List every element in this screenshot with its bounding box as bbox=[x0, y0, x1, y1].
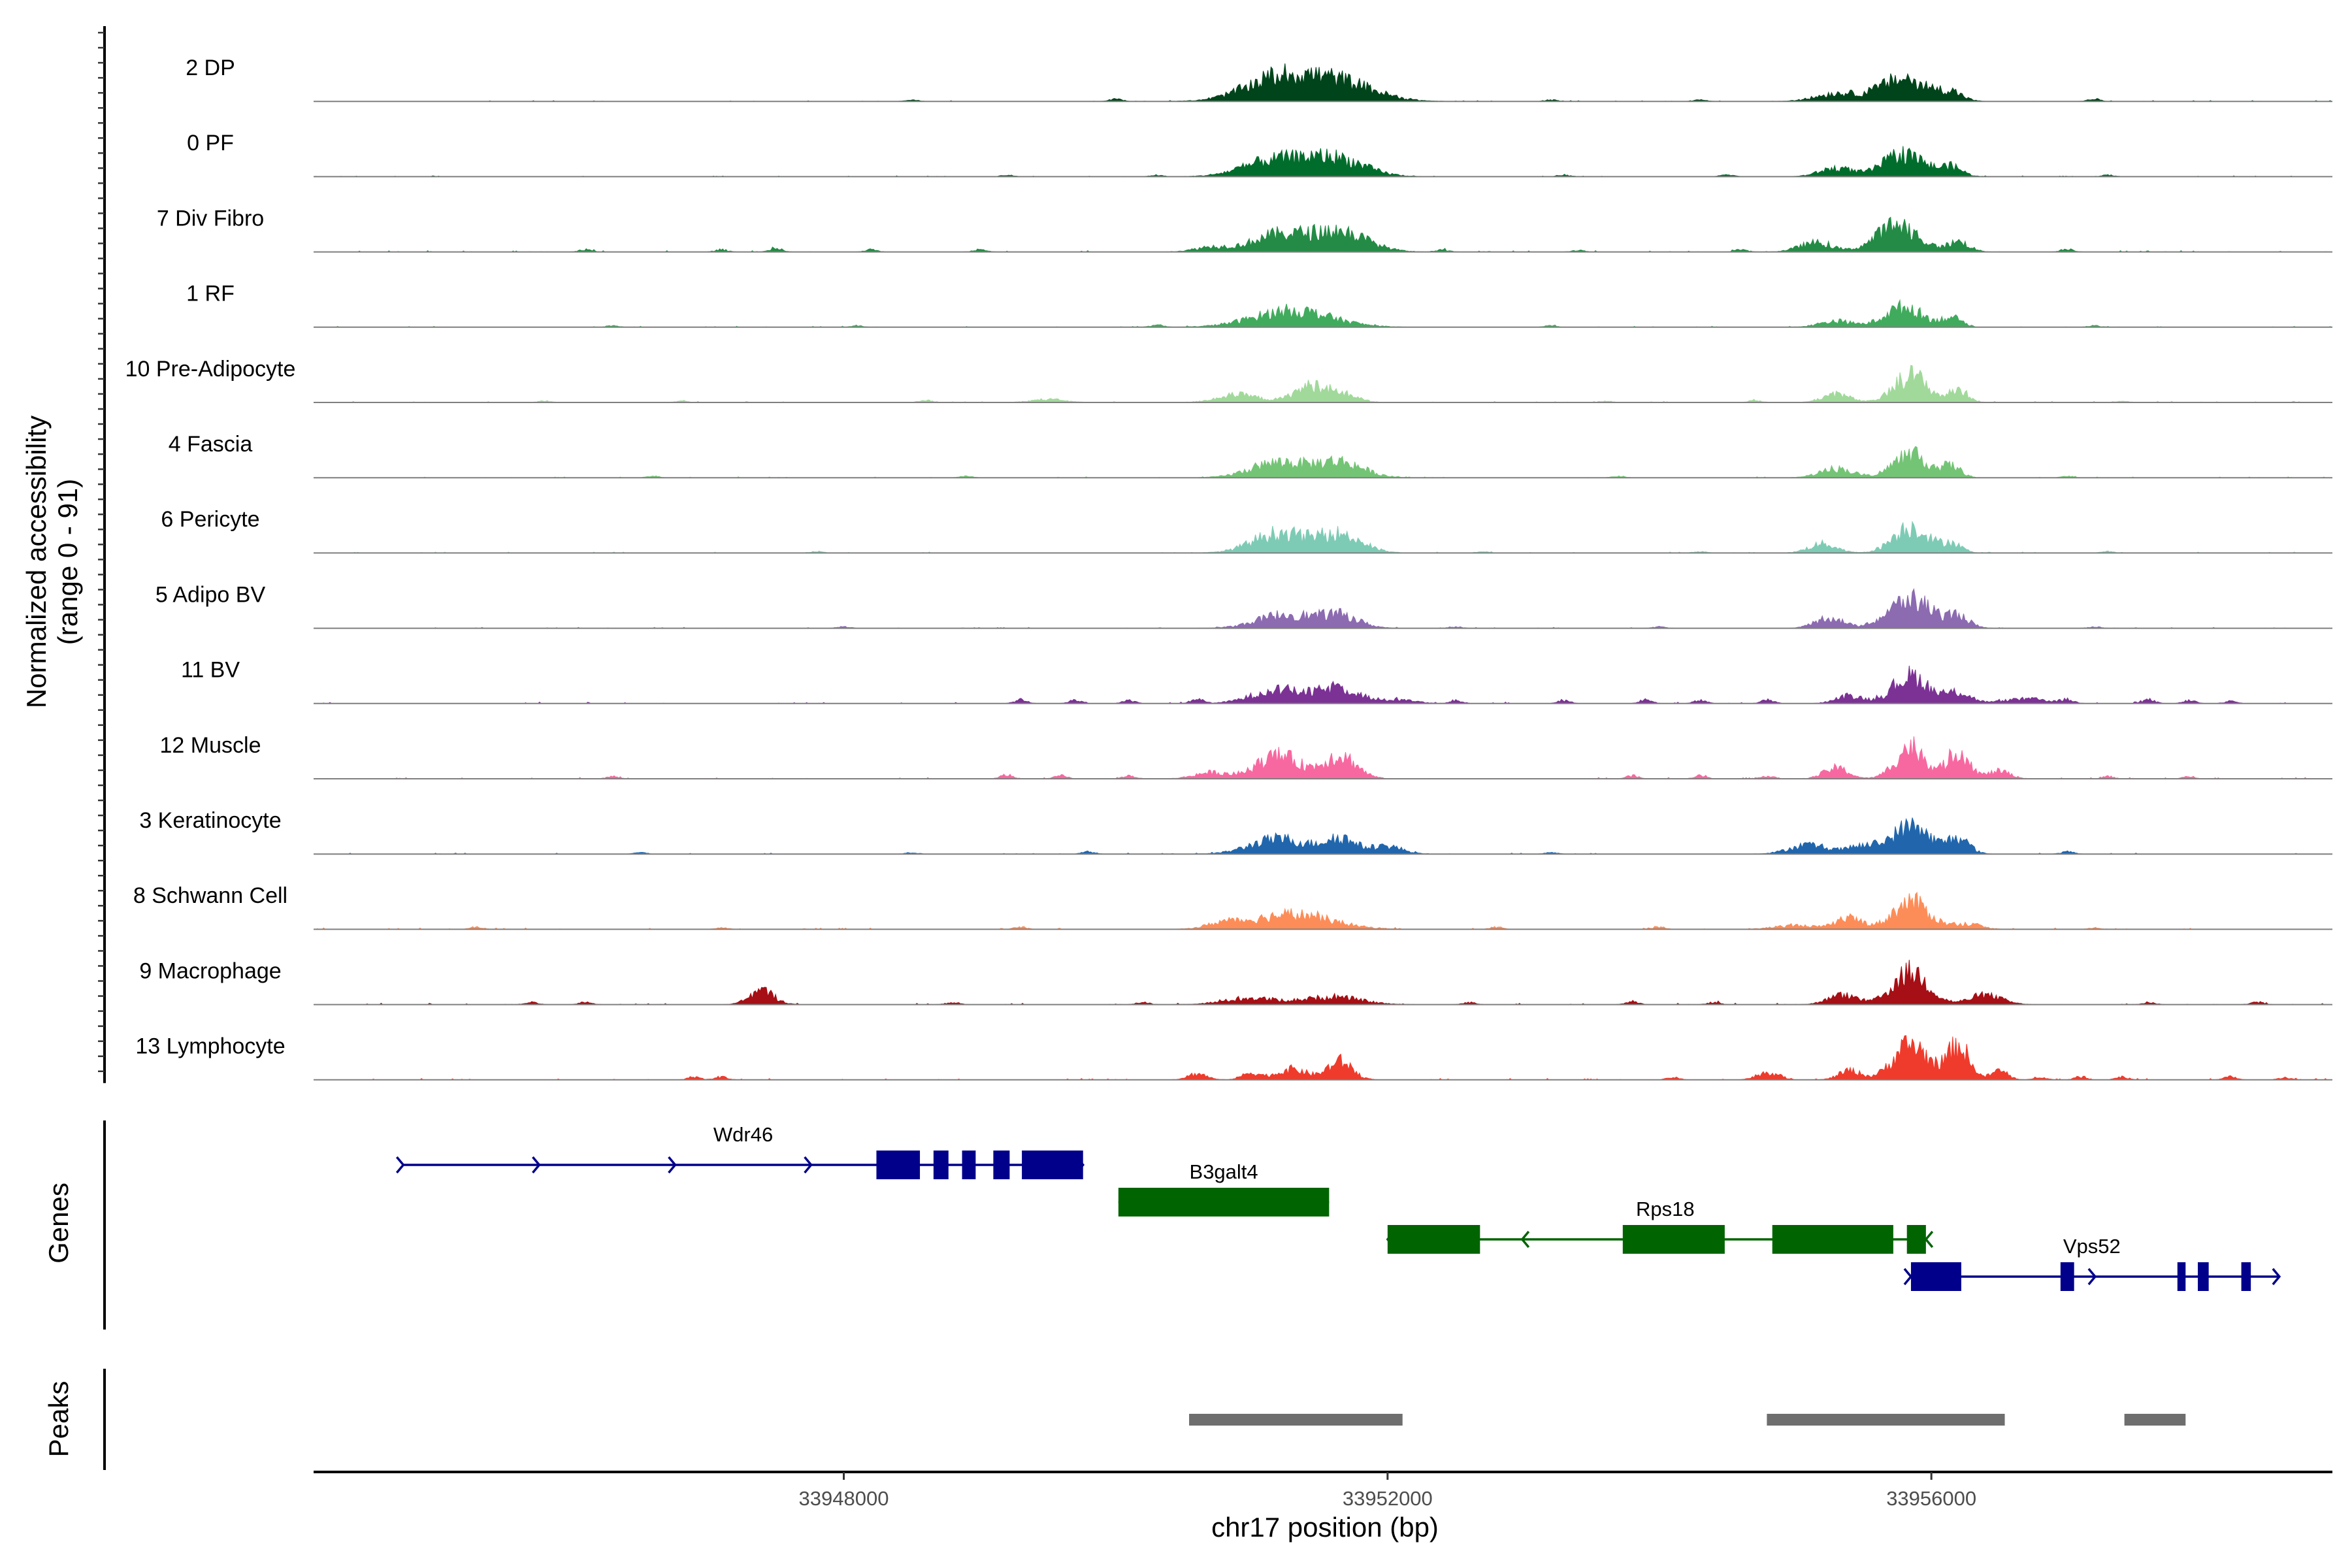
coverage-area bbox=[314, 817, 2332, 855]
coverage-track bbox=[314, 216, 2332, 253]
coverage-track bbox=[314, 446, 2333, 479]
gene-exon bbox=[876, 1151, 921, 1179]
coverage-track bbox=[314, 736, 2332, 779]
gene-exon bbox=[1118, 1188, 1330, 1217]
gene-label: Rps18 bbox=[1636, 1198, 1695, 1220]
gene-exon bbox=[1022, 1151, 1083, 1179]
coverage-area bbox=[314, 960, 2332, 1005]
track-label: 2 DP bbox=[186, 56, 235, 80]
gene-exon bbox=[1387, 1225, 1480, 1254]
strand-arrow bbox=[2087, 1267, 2097, 1286]
track-labels: 2 DP 0 PF 7 Div Fibro 1 RF 10 Pre-Adipocyte 4… bbox=[125, 56, 296, 1059]
track-label: 7 Div Fibro bbox=[157, 206, 264, 231]
coverage-track bbox=[314, 1035, 2332, 1081]
strand-arrow bbox=[532, 1156, 541, 1174]
track-label: 13 Lymphocyte bbox=[135, 1034, 285, 1059]
peak-region bbox=[1189, 1414, 1403, 1426]
coverage-area bbox=[314, 365, 2332, 403]
coverage-area bbox=[314, 446, 2333, 478]
track-label: 9 Macrophage bbox=[139, 958, 281, 983]
x-axis: 33948000 33952000 33956000 bbox=[314, 1471, 2332, 1510]
coverage-area bbox=[314, 1035, 2332, 1081]
coverage-area bbox=[314, 520, 2332, 553]
left-axes bbox=[98, 26, 106, 1470]
gene-exon bbox=[2241, 1262, 2251, 1291]
strand-arrow bbox=[1903, 1267, 1913, 1286]
track-label: 0 PF bbox=[187, 131, 234, 155]
coverage-track bbox=[314, 299, 2332, 328]
track-label: 5 Adipo BV bbox=[155, 582, 266, 607]
coverage-area bbox=[314, 665, 2332, 704]
genes-track-label: Genes bbox=[43, 1183, 74, 1264]
strand-arrow bbox=[395, 1156, 405, 1174]
coverage-track bbox=[314, 146, 2332, 178]
track-label: 4 Fascia bbox=[169, 432, 253, 457]
coverage-area bbox=[314, 736, 2332, 779]
coverage-track bbox=[314, 665, 2332, 704]
peak-region bbox=[1767, 1414, 2005, 1426]
gene-exon bbox=[933, 1151, 949, 1179]
track-label: 10 Pre-Adipocyte bbox=[125, 357, 296, 382]
coverage-area bbox=[314, 588, 2332, 629]
x-tick-label: 33952000 bbox=[1343, 1487, 1433, 1510]
track-label: 1 RF bbox=[186, 282, 235, 306]
coverage-area bbox=[314, 146, 2332, 177]
gene-label: Wdr46 bbox=[713, 1123, 773, 1146]
gene-exon bbox=[1906, 1225, 1926, 1254]
coverage-area bbox=[314, 63, 2332, 102]
coverage-area bbox=[314, 216, 2332, 253]
y-axis-title: Normalized accessibility (range 0 - 91) bbox=[21, 416, 83, 708]
strand-arrow bbox=[2272, 1267, 2281, 1286]
track-label: 12 Muscle bbox=[160, 733, 261, 758]
gene-exon bbox=[2177, 1262, 2186, 1291]
peak-track bbox=[1189, 1414, 2186, 1426]
gene-exon bbox=[993, 1151, 1010, 1179]
peaks-track-label: Peaks bbox=[43, 1381, 74, 1458]
gene-exon bbox=[2060, 1262, 2074, 1291]
x-axis-title: chr17 position (bp) bbox=[1211, 1512, 1439, 1543]
coverage-track bbox=[314, 365, 2332, 403]
y-axis-title-range: (range 0 - 91) bbox=[52, 479, 83, 645]
x-tick-label: 33948000 bbox=[799, 1487, 889, 1510]
gene-exon bbox=[1772, 1225, 1893, 1254]
y-axis-title-main: Normalized accessibility bbox=[21, 416, 52, 708]
track-label: 8 Schwann Cell bbox=[133, 883, 287, 908]
coverage-track bbox=[314, 891, 2332, 930]
gene-exon bbox=[1622, 1225, 1725, 1254]
strand-arrow bbox=[668, 1156, 677, 1174]
coverage-track bbox=[314, 588, 2332, 629]
gene-exon bbox=[962, 1151, 976, 1179]
gene-model: Vps52 bbox=[1903, 1235, 2281, 1291]
gene-model: Rps18 bbox=[1386, 1198, 1934, 1254]
gene-label: B3galt4 bbox=[1190, 1160, 1258, 1183]
track-label: 6 Pericyte bbox=[161, 507, 259, 532]
strand-arrow bbox=[1924, 1230, 1934, 1249]
coverage-tracks bbox=[314, 63, 2333, 1081]
gene-exon bbox=[1910, 1262, 1961, 1291]
coverage-area bbox=[314, 891, 2332, 930]
gene-label: Vps52 bbox=[2063, 1235, 2121, 1258]
coverage-area bbox=[314, 299, 2332, 328]
strand-arrow bbox=[1520, 1230, 1530, 1249]
coverage-track bbox=[314, 817, 2332, 855]
coverage-track bbox=[314, 63, 2332, 103]
x-tick-label: 33956000 bbox=[1886, 1487, 1976, 1510]
gene-model: B3galt4 bbox=[1118, 1160, 1330, 1217]
coverage-track bbox=[314, 960, 2332, 1005]
gene-exon bbox=[2198, 1262, 2209, 1291]
track-label: 11 BV bbox=[181, 658, 240, 683]
track-label: 3 Keratinocyte bbox=[139, 808, 281, 833]
gene-track: Wdr46 B3galt4 Rps18 Vps52 bbox=[395, 1123, 2281, 1291]
gene-model: Wdr46 bbox=[395, 1123, 1085, 1179]
peak-region bbox=[2124, 1414, 2186, 1426]
strand-arrow bbox=[804, 1156, 813, 1174]
coverage-track bbox=[314, 520, 2332, 554]
